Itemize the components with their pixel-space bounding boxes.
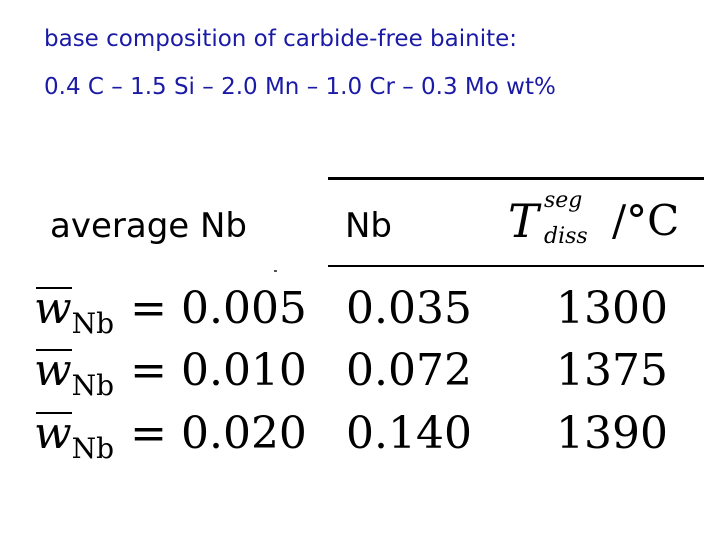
nb-subscript: Nb xyxy=(71,369,115,402)
nb-subscript: Nb xyxy=(71,432,115,465)
nb-cell: 0.035 xyxy=(346,283,472,334)
average-nb-value: = 0.020 xyxy=(130,408,307,459)
stray-mark xyxy=(274,270,277,272)
temperature-superscript: seg xyxy=(544,188,583,213)
w-bar-symbol: w xyxy=(34,283,72,334)
temperature-subscript: diss xyxy=(544,224,588,249)
average-nb-value: = 0.010 xyxy=(130,345,307,396)
temperature-symbol: T xyxy=(508,194,539,248)
temperature-unit: /°C xyxy=(612,196,680,245)
nb-subscript: Nb xyxy=(71,307,115,340)
average-nb-expression: wNb = 0.005 xyxy=(34,283,307,340)
nb-column-header: Nb xyxy=(345,206,393,246)
table-header-rule xyxy=(328,265,704,267)
nb-cell: 0.140 xyxy=(346,408,472,459)
average-nb-expression: wNb = 0.020 xyxy=(34,408,307,465)
nb-cell: 0.072 xyxy=(346,345,472,396)
temperature-cell: 1390 xyxy=(556,408,668,459)
temperature-cell: 1375 xyxy=(556,345,668,396)
table-top-rule xyxy=(328,177,704,180)
composition-formula: 0.4 C – 1.5 Si – 2.0 Mn – 1.0 Cr – 0.3 M… xyxy=(44,74,556,100)
average-nb-value: = 0.005 xyxy=(130,283,307,334)
w-bar-symbol: w xyxy=(34,408,72,459)
average-nb-label: average Nb xyxy=(50,206,248,246)
temperature-cell: 1300 xyxy=(556,283,668,334)
table-row: wNb = 0.005 0.035 1300 xyxy=(0,283,720,343)
composition-heading: base composition of carbide-free bainite… xyxy=(44,26,518,52)
table-row: wNb = 0.010 0.072 1375 xyxy=(0,345,720,405)
average-nb-expression: wNb = 0.010 xyxy=(34,345,307,402)
w-bar-symbol: w xyxy=(34,345,72,396)
table-row: wNb = 0.020 0.140 1390 xyxy=(0,408,720,468)
